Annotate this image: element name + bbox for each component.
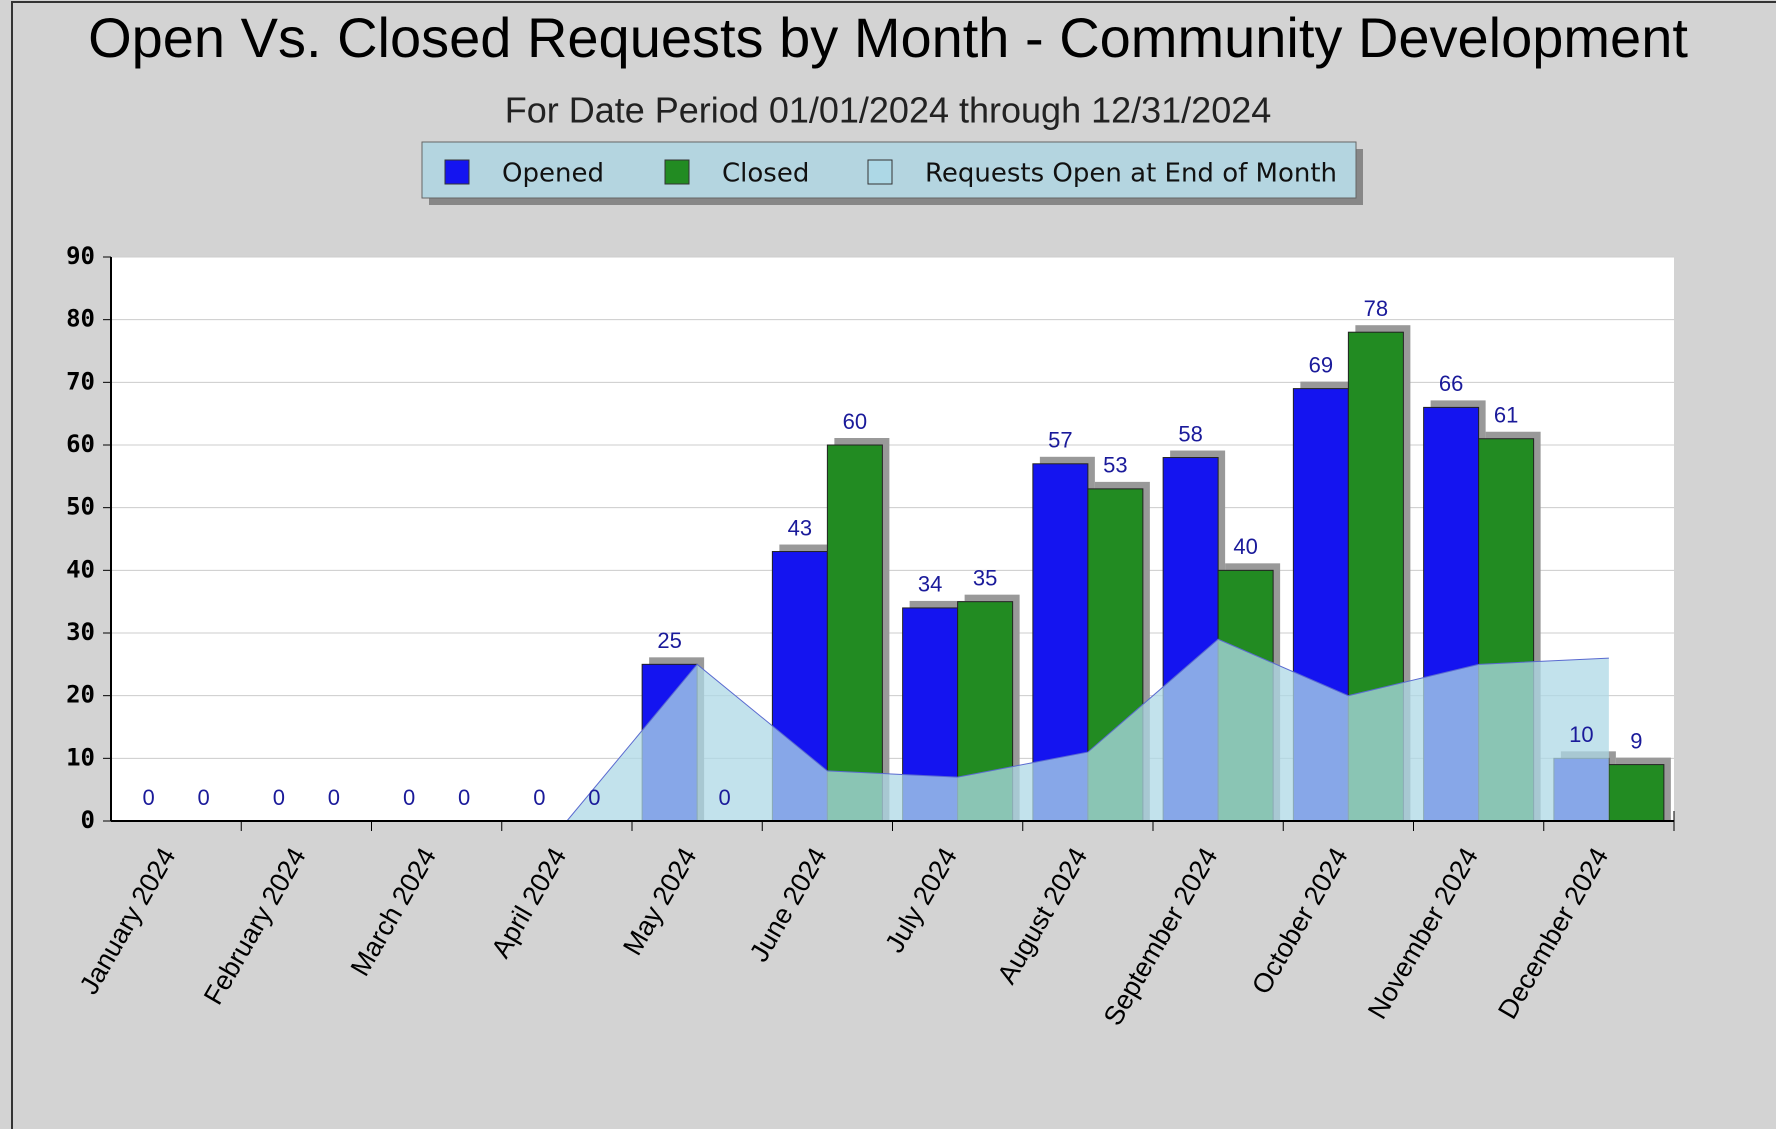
legend-swatch [867, 159, 893, 185]
chart-title: Open Vs. Closed Requests by Month - Comm… [88, 6, 1688, 69]
legend-swatch [444, 159, 470, 185]
y-tick-label: 20 [66, 681, 95, 709]
y-tick-label: 0 [81, 806, 95, 834]
data-label: 0 [588, 785, 600, 810]
y-tick-label: 90 [66, 242, 95, 270]
data-label: 60 [843, 409, 867, 434]
data-label: 57 [1048, 428, 1072, 453]
data-label: 0 [533, 785, 545, 810]
bar [1608, 764, 1665, 822]
data-label: 0 [328, 785, 340, 810]
data-label: 66 [1439, 371, 1463, 396]
data-label: 34 [918, 572, 942, 597]
area-fill [176, 639, 1609, 821]
legend-swatch [664, 159, 690, 185]
y-tick-label: 80 [66, 305, 95, 333]
y-tick-label: 30 [66, 618, 95, 646]
bar [826, 444, 883, 822]
y-tick-label: 50 [66, 493, 95, 521]
data-label: 10 [1569, 722, 1593, 747]
data-label: 78 [1364, 296, 1388, 321]
y-tick-label: 60 [66, 430, 95, 458]
y-tick-label: 70 [66, 367, 95, 395]
data-label: 9 [1630, 728, 1642, 753]
legend-label: Closed [722, 159, 809, 189]
data-label: 69 [1309, 352, 1333, 377]
legend-label: Requests Open at End of Month [925, 159, 1337, 189]
data-label: 35 [973, 565, 997, 590]
data-label: 0 [458, 785, 470, 810]
data-label: 61 [1494, 403, 1518, 428]
data-label: 40 [1233, 534, 1257, 559]
y-tick-label: 40 [66, 555, 95, 583]
legend-label: Opened [502, 159, 604, 189]
data-label: 0 [403, 785, 415, 810]
data-label: 53 [1103, 453, 1127, 478]
data-label: 0 [198, 785, 210, 810]
y-tick-label: 10 [66, 743, 95, 771]
data-label: 25 [657, 628, 681, 653]
chart-subtitle: For Date Period 01/01/2024 through 12/31… [505, 90, 1272, 131]
data-label: 0 [273, 785, 285, 810]
data-label: 58 [1178, 421, 1202, 446]
data-label: 0 [143, 785, 155, 810]
data-label: 43 [788, 515, 812, 540]
data-label: 0 [719, 785, 731, 810]
